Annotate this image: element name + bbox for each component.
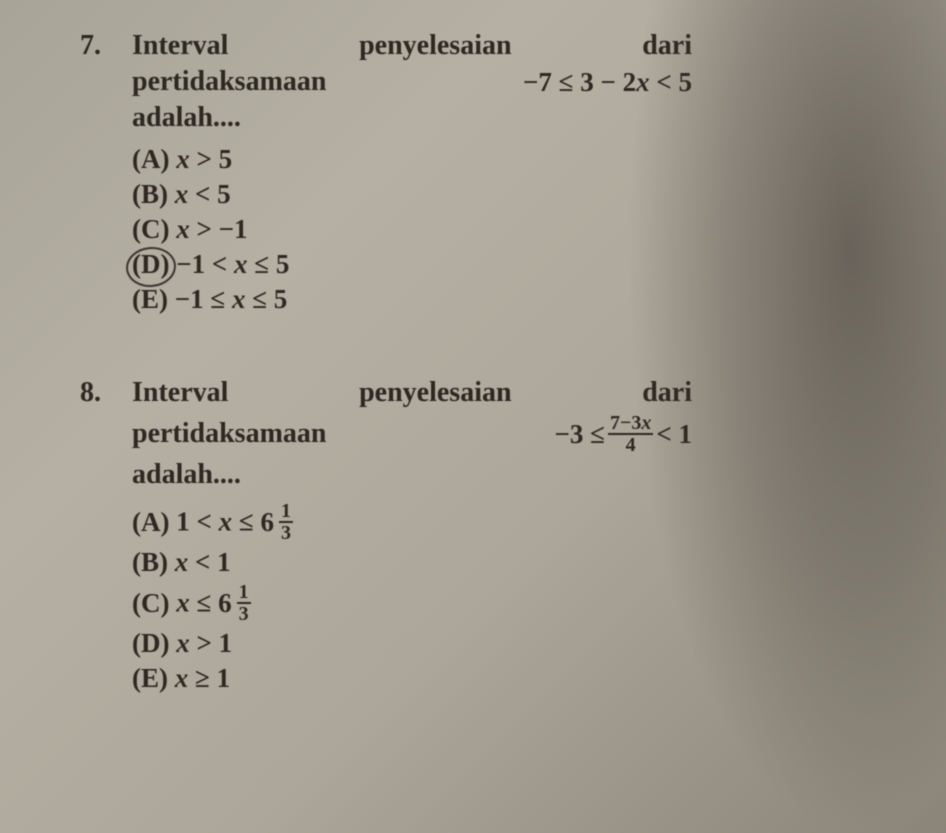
- option-a: (A) 1 < x ≤ 6 1 3: [132, 501, 898, 543]
- option-rest: > 1: [190, 628, 232, 658]
- fraction-numerator: 1: [237, 582, 251, 604]
- word-penyelesaian: penyelesaian: [359, 377, 511, 409]
- options-list: (A) 1 < x ≤ 6 1 3 (B) x < 1 (C): [132, 501, 898, 694]
- option-label: (D): [132, 628, 169, 659]
- option-rest: < 5: [188, 179, 230, 209]
- option-label-circled: (D): [132, 249, 169, 280]
- word-penyelesaian: penyelesaian: [359, 30, 511, 62]
- option-var: x: [176, 628, 190, 658]
- option-var: x: [234, 249, 248, 279]
- fraction: 7−3x 4: [608, 413, 653, 455]
- option-var: x: [175, 663, 189, 693]
- word-pertidaksamaan: pertidaksamaan: [132, 418, 326, 450]
- ineq-prefix: −3 ≤: [554, 419, 604, 450]
- option-label: (C): [132, 214, 169, 245]
- option-var: x: [219, 507, 233, 537]
- option-c: (C) x ≤ 6 1 3: [132, 582, 898, 624]
- word-adalah: adalah....: [132, 102, 898, 134]
- question-text-line2: pertidaksamaan −7 ≤ 3 − 2x < 5: [132, 66, 692, 98]
- option-label: (E): [132, 284, 168, 315]
- option-b: (B) x < 5: [132, 179, 898, 210]
- option-e: (E) −1 ≤ x ≤ 5: [132, 284, 898, 315]
- fraction-numerator: 1: [279, 501, 293, 523]
- option-var: x: [176, 214, 190, 244]
- frac-num-text: 7−3: [610, 412, 641, 434]
- fraction-numerator: 7−3x: [608, 413, 653, 435]
- option-rest: > 5: [190, 144, 232, 174]
- option-d: (D) x > 1: [132, 628, 898, 659]
- word-dari: dari: [642, 377, 692, 409]
- fraction-denominator: 3: [279, 523, 293, 543]
- options-list: (A) x > 5 (B) x < 5 (C) x > −1 (D) −1 < …: [132, 144, 898, 315]
- word-pertidaksamaan: pertidaksamaan: [132, 66, 326, 98]
- fraction: 1 3: [279, 501, 293, 543]
- question-text-line2: pertidaksamaan −3 ≤ 7−3x 4 < 1: [132, 413, 692, 455]
- ineq-right: < 5: [650, 67, 692, 97]
- option-label: (A): [132, 507, 169, 538]
- word-dari: dari: [642, 30, 692, 62]
- option-label: (B): [132, 547, 168, 578]
- option-label: (B): [132, 179, 168, 210]
- inequality-expression: −7 ≤ 3 − 2x < 5: [523, 67, 692, 98]
- fraction: 1 3: [237, 582, 251, 624]
- option-label: (C): [132, 588, 169, 619]
- word-interval: Interval: [132, 377, 228, 409]
- option-rest: ≤ 5: [245, 284, 287, 314]
- option-d: (D) −1 < x ≤ 5: [132, 249, 898, 280]
- ineq-variable: x: [636, 67, 650, 97]
- option-rest: ≤ 5: [248, 249, 290, 279]
- question-number: 7.: [80, 30, 128, 62]
- option-var: x: [176, 588, 190, 618]
- option-var: x: [176, 144, 190, 174]
- option-rest: < 1: [188, 547, 230, 577]
- option-pre: 1 <: [176, 507, 218, 537]
- word-adalah: adalah....: [132, 459, 898, 491]
- word-interval: Interval: [132, 30, 228, 62]
- option-label: (E): [132, 663, 168, 694]
- option-var: x: [232, 284, 246, 314]
- option-e: (E) x ≥ 1: [132, 663, 898, 694]
- question-body: Interval penyelesaian dari pertidaksamaa…: [132, 377, 898, 698]
- fraction-denominator: 3: [237, 604, 251, 624]
- ineq-suffix: < 1: [656, 419, 692, 450]
- mixed-whole: 6: [260, 507, 274, 538]
- frac-num-var: x: [641, 412, 651, 434]
- option-rest-pre: ≤: [232, 507, 260, 537]
- ineq-left: −7 ≤ 3 − 2: [523, 67, 636, 97]
- exam-page: 7. Interval penyelesaian dari pertidaksa…: [0, 0, 946, 786]
- question-number: 8.: [80, 377, 128, 409]
- question-body: Interval penyelesaian dari pertidaksamaa…: [132, 30, 898, 319]
- mixed-fraction: 6 1 3: [218, 582, 254, 624]
- option-rest: ≥ 1: [188, 663, 230, 693]
- inequality-expression: −3 ≤ 7−3x 4 < 1: [554, 413, 692, 455]
- option-rest: > −1: [190, 214, 248, 244]
- option-label: (A): [132, 144, 169, 175]
- option-a: (A) x > 5: [132, 144, 898, 175]
- question-text-line1: Interval penyelesaian dari: [132, 377, 692, 409]
- option-var: x: [175, 547, 189, 577]
- option-rest-pre: ≤: [190, 588, 218, 618]
- option-var: x: [175, 179, 189, 209]
- fraction-denominator: 4: [608, 435, 653, 455]
- mixed-fraction: 6 1 3: [260, 501, 296, 543]
- question-8: 8. Interval penyelesaian dari pertidaksa…: [80, 377, 906, 698]
- question-text-line1: Interval penyelesaian dari: [132, 30, 692, 62]
- mixed-whole: 6: [218, 588, 232, 619]
- option-b: (B) x < 1: [132, 547, 898, 578]
- option-pre: −1 <: [176, 249, 234, 279]
- option-pre: −1 ≤: [175, 284, 232, 314]
- option-c: (C) x > −1: [132, 214, 898, 245]
- question-7: 7. Interval penyelesaian dari pertidaksa…: [80, 30, 906, 319]
